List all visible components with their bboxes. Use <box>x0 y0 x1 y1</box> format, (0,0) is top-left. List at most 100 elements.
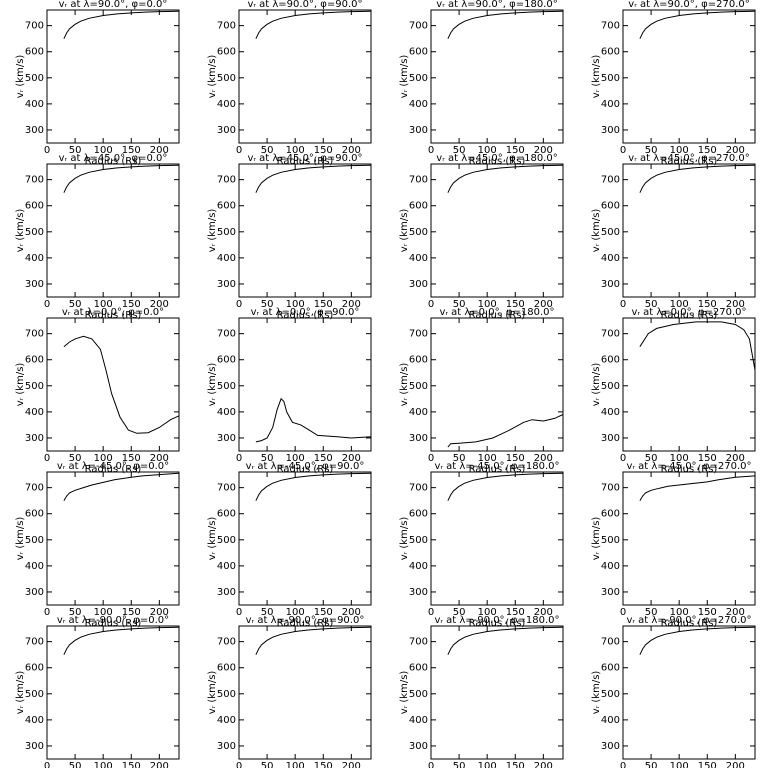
plot-frame <box>238 471 372 606</box>
y-tick-label: 600 <box>601 201 620 212</box>
plot-frame <box>46 9 180 144</box>
x-tick-label: 50 <box>645 453 658 464</box>
x-tick-label: 0 <box>44 607 50 618</box>
x-axis-label: Radius (Rs) <box>277 464 334 475</box>
x-tick-label: 100 <box>94 299 113 310</box>
x-tick-label: 50 <box>453 761 466 768</box>
x-tick-label: 150 <box>506 761 525 768</box>
y-tick-label: 300 <box>409 433 428 444</box>
x-tick-label: 0 <box>236 761 242 768</box>
y-tick-label: 700 <box>217 21 236 32</box>
y-tick-label: 400 <box>601 253 620 264</box>
y-tick-label: 500 <box>409 689 428 700</box>
data-line <box>639 10 756 39</box>
x-tick-label: 150 <box>314 761 333 768</box>
x-tick-label: 150 <box>698 453 717 464</box>
y-axis-label: vᵣ (km/s) <box>15 209 26 253</box>
x-axis-label: Radius (Rs) <box>277 618 334 629</box>
x-tick-label: 100 <box>478 299 497 310</box>
x-tick-label: 100 <box>670 607 689 618</box>
x-tick-label: 150 <box>122 145 141 156</box>
y-tick-label: 700 <box>25 483 44 494</box>
x-tick-label: 150 <box>314 145 333 156</box>
x-tick-label: 50 <box>261 607 274 618</box>
x-axis-label: Radius (Rs) <box>85 618 142 629</box>
x-tick-label: 150 <box>314 607 333 618</box>
data-line <box>255 10 372 39</box>
y-axis-label: vᵣ (km/s) <box>15 363 26 407</box>
y-tick-label: 600 <box>601 509 620 520</box>
panel-title: vᵣ at λ=45.0°, φ=270.0° <box>628 153 749 164</box>
y-tick-label: 500 <box>25 73 44 84</box>
y-tick-label: 300 <box>25 741 44 752</box>
x-tick-label: 150 <box>314 453 333 464</box>
y-tick-label: 600 <box>409 509 428 520</box>
y-tick-label: 500 <box>409 73 428 84</box>
data-line <box>63 335 180 434</box>
data-line <box>639 164 756 193</box>
y-tick-label: 300 <box>601 741 620 752</box>
y-axis-label: vᵣ (km/s) <box>399 363 410 407</box>
x-tick-label: 0 <box>44 453 50 464</box>
y-tick-label: 600 <box>601 663 620 674</box>
data-line <box>255 472 372 501</box>
x-tick-label: 0 <box>44 145 50 156</box>
x-tick-label: 100 <box>94 453 113 464</box>
y-axis-label: vᵣ (km/s) <box>15 671 26 715</box>
y-tick-label: 400 <box>25 99 44 110</box>
x-tick-label: 0 <box>44 299 50 310</box>
y-tick-label: 300 <box>25 587 44 598</box>
x-axis-label: Radius (Rs) <box>277 156 334 167</box>
y-axis-label: vᵣ (km/s) <box>591 363 602 407</box>
x-tick-label: 200 <box>150 299 169 310</box>
y-axis-label: vᵣ (km/s) <box>207 517 218 561</box>
panel-title: vᵣ at λ=90.0°, φ=0.0° <box>59 0 168 10</box>
x-tick-label: 200 <box>342 299 361 310</box>
x-tick-label: 200 <box>150 453 169 464</box>
x-tick-label: 0 <box>428 299 434 310</box>
x-tick-label: 100 <box>94 607 113 618</box>
y-tick-label: 600 <box>409 663 428 674</box>
y-tick-label: 500 <box>217 535 236 546</box>
x-tick-label: 200 <box>534 145 553 156</box>
data-line <box>639 475 756 501</box>
plot-frame <box>430 163 564 298</box>
y-tick-label: 300 <box>601 433 620 444</box>
y-tick-label: 300 <box>217 741 236 752</box>
y-axis-label: vᵣ (km/s) <box>591 671 602 715</box>
x-tick-label: 0 <box>620 299 626 310</box>
data-line <box>639 321 756 371</box>
x-tick-label: 100 <box>478 453 497 464</box>
y-axis-label: vᵣ (km/s) <box>15 55 26 99</box>
y-axis-label: vᵣ (km/s) <box>591 209 602 253</box>
panel-title: vᵣ at λ=90.0°, φ=90.0° <box>247 0 362 10</box>
panel-title: vᵣ at λ=-45.0°, φ=180.0° <box>434 461 559 472</box>
plot-frame <box>46 317 180 452</box>
y-tick-label: 600 <box>25 201 44 212</box>
plot-frame <box>430 625 564 760</box>
y-tick-label: 400 <box>217 561 236 572</box>
y-tick-label: 600 <box>25 663 44 674</box>
y-tick-label: 600 <box>409 47 428 58</box>
x-tick-label: 100 <box>94 761 113 768</box>
plot-frame <box>622 471 756 606</box>
panel-title: vᵣ at λ=-90.0°, φ=180.0° <box>434 615 559 626</box>
y-tick-label: 600 <box>217 355 236 366</box>
y-axis-label: vᵣ (km/s) <box>399 671 410 715</box>
x-tick-label: 200 <box>726 299 745 310</box>
x-tick-label: 200 <box>726 145 745 156</box>
plot-frame <box>46 471 180 606</box>
y-tick-label: 300 <box>601 587 620 598</box>
x-tick-label: 150 <box>122 761 141 768</box>
x-tick-label: 100 <box>670 761 689 768</box>
plot-frame <box>622 163 756 298</box>
y-tick-label: 600 <box>217 47 236 58</box>
y-tick-label: 300 <box>25 279 44 290</box>
x-tick-label: 50 <box>261 145 274 156</box>
y-tick-label: 300 <box>601 125 620 136</box>
x-tick-label: 100 <box>286 761 305 768</box>
x-tick-label: 50 <box>261 453 274 464</box>
x-tick-label: 150 <box>698 607 717 618</box>
data-line <box>63 626 180 655</box>
x-axis-label: Radius (Rs) <box>469 156 526 167</box>
